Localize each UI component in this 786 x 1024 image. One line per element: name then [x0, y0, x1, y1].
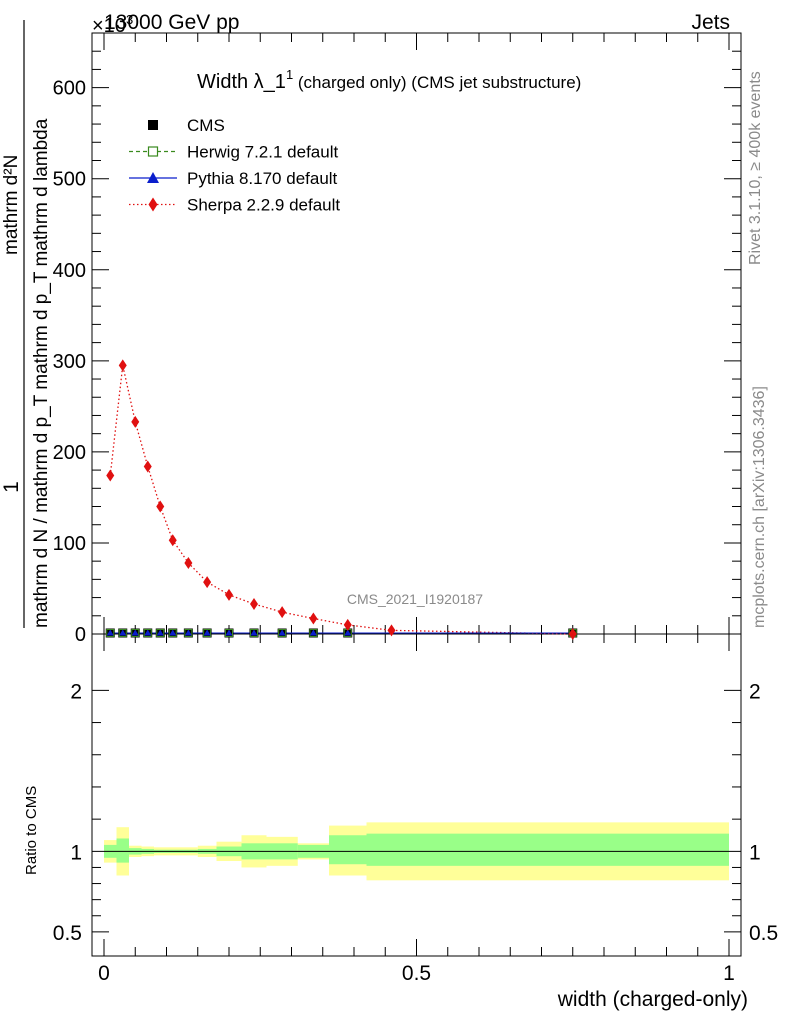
main-ytick-label: 500 — [53, 169, 86, 191]
sherpa-point — [184, 556, 193, 569]
sherpa-point — [278, 606, 287, 619]
exponent-label: ×103 — [92, 12, 133, 37]
ylabel-denominator: mathrm d N / mathrm d p_T mathrm d p_T m… — [31, 118, 52, 628]
legend-entry: Pythia 8.170 default — [129, 169, 338, 188]
ylabel-d2n: mathrm d²N — [1, 155, 22, 255]
ratio-frame — [91, 633, 742, 957]
sherpa-point — [309, 612, 318, 625]
legend-label: CMS — [187, 116, 225, 135]
pythia-point — [278, 629, 286, 636]
main-axis-ticks: 0 100 200 300 400 500 600 — [53, 33, 741, 646]
analysis-watermark: CMS_2021_I1920187 — [347, 591, 483, 607]
plot-title: Width λ_11 (charged only) (CMS jet subst… — [197, 67, 581, 93]
xtick-label: 1 — [723, 962, 735, 985]
ylabel-numerator: 1 — [0, 481, 23, 493]
energy-label: 13000 GeV pp — [104, 11, 239, 34]
legend-entry: Herwig 7.2.1 default — [129, 143, 338, 162]
sherpa-point — [131, 415, 140, 428]
ratio-ytick-label-right: 2 — [749, 680, 761, 703]
ratio-band-inner — [329, 835, 367, 865]
sherpa-point — [168, 534, 177, 547]
pythia-point — [119, 629, 127, 636]
pythia-point — [250, 629, 258, 636]
process-label: Jets — [691, 11, 730, 34]
xtick-label: 0.5 — [402, 962, 431, 985]
sherpa-point — [118, 359, 127, 372]
legend-marker — [147, 146, 159, 157]
legend-marker — [148, 120, 158, 130]
sherpa-point — [343, 618, 352, 631]
pythia-point — [169, 629, 177, 636]
main-ytick-label: 200 — [53, 442, 86, 464]
ylabel-ratio: Ratio to CMS — [23, 786, 40, 875]
legend-label: Herwig 7.2.1 default — [187, 143, 338, 162]
legend-marker — [148, 197, 158, 212]
main-ytick-label: 100 — [53, 533, 86, 555]
sherpa-point — [156, 500, 165, 513]
main-ytick-label: 300 — [53, 351, 86, 373]
legend-entry: Sherpa 2.2.9 default — [129, 196, 340, 215]
pythia-point — [203, 629, 211, 636]
ratio-band-inner — [116, 838, 129, 863]
ratio-ytick-label: 0.5 — [53, 922, 82, 945]
sherpa-point — [225, 588, 233, 601]
pythia-point — [144, 629, 152, 636]
pythia-point — [309, 629, 317, 636]
sherpa-point — [143, 460, 152, 473]
legend-entry: CMS — [148, 116, 225, 135]
xtick-label: 0 — [98, 962, 110, 985]
ratio-band-inner — [366, 833, 417, 866]
main-ytick-label: 0 — [75, 624, 86, 646]
ratio-ytick-label-right: 1 — [749, 841, 761, 864]
pythia-point — [225, 629, 233, 636]
sherpa-line — [109, 365, 573, 635]
ratio-axis-ticks: 0.5 0.5 1 1 2 2 0 0.5 1 — [53, 634, 778, 985]
pythia-point — [106, 629, 114, 636]
sherpa-point — [568, 628, 577, 640]
legend-marker — [147, 172, 159, 183]
sherpa-point — [106, 469, 115, 482]
sherpa-point — [387, 624, 396, 637]
ratio-ytick-label-right: 0.5 — [749, 922, 778, 945]
main-ytick-label: 600 — [53, 78, 86, 100]
xlabel: width (charged-only) — [557, 988, 748, 1011]
rivet-label: Rivet 3.1.10, ≥ 400k events — [747, 71, 764, 265]
pythia-point — [184, 629, 192, 636]
mcplots-label: mcplots.cern.ch [arXiv:1306.3436] — [751, 386, 768, 628]
ratio-ytick-label: 1 — [70, 841, 82, 864]
legend-label: Sherpa 2.2.9 default — [187, 196, 340, 215]
ratio-band-inner — [416, 833, 729, 866]
main-ytick-label: 400 — [53, 260, 86, 282]
pythia-point — [131, 629, 139, 636]
main-series — [105, 359, 578, 640]
pythia-point — [344, 629, 352, 636]
sherpa-point — [250, 597, 258, 610]
legend-label: Pythia 8.170 default — [187, 169, 338, 188]
ratio-ytick-label: 2 — [70, 680, 82, 703]
sherpa-point — [203, 576, 212, 589]
legend: CMS Herwig 7.2.1 default Pythia 8.170 defa… — [129, 116, 340, 215]
pythia-point — [156, 629, 164, 636]
